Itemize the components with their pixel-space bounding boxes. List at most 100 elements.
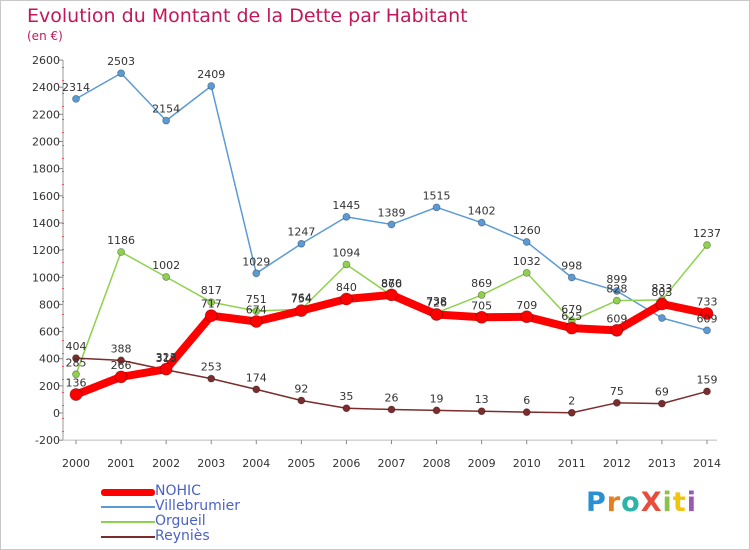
y-tick-label: 1000 <box>32 271 60 284</box>
data-point-nohic <box>520 310 534 324</box>
x-tick-label: 2009 <box>468 457 496 470</box>
data-point-villebrumier <box>207 82 216 90</box>
data-point-nohic <box>475 310 489 324</box>
data-point-nohic <box>249 315 263 328</box>
data-label-nohic: 323 <box>156 351 177 364</box>
x-tick-label: 2010 <box>513 457 541 470</box>
data-label-nohic: 609 <box>606 312 627 325</box>
brand-letter: o <box>621 487 641 518</box>
y-tick-label: 2400 <box>32 81 60 94</box>
y-tick-label: 400 <box>39 353 60 366</box>
x-tick-label: 2000 <box>62 457 90 470</box>
x-tick-label: 2008 <box>423 457 451 470</box>
data-point-villebrumier <box>477 218 486 227</box>
data-point-nohic <box>69 388 83 401</box>
data-point-villebrumier <box>387 220 396 229</box>
data-point-villebrumier <box>117 69 125 78</box>
legend-label-nohic: NOHIC <box>155 483 201 499</box>
data-point-nohic <box>204 309 218 323</box>
data-label-villebrumier: 998 <box>561 260 582 273</box>
data-label-reynis: 19 <box>430 392 444 405</box>
x-tick-label: 2005 <box>287 457 315 470</box>
y-tick-label: 2000 <box>32 136 60 149</box>
brand-letter: X <box>640 487 663 518</box>
x-tick-label: 2004 <box>242 457 270 470</box>
data-label-nohic: 717 <box>201 298 222 311</box>
legend-swatch-reynies <box>101 536 155 538</box>
data-label-villebrumier: 1402 <box>468 205 496 218</box>
data-label-villebrumier: 1515 <box>423 189 451 202</box>
data-label-nohic: 625 <box>561 310 582 323</box>
data-point-reynis <box>703 387 711 396</box>
data-point-nohic <box>294 304 308 318</box>
data-label-nohic: 803 <box>651 286 672 299</box>
brand-letter: i <box>686 487 697 518</box>
data-label-villebrumier: 1260 <box>513 224 541 237</box>
data-label-orgueil: 833 <box>651 282 672 295</box>
y-tick-label: 1600 <box>32 190 60 203</box>
legend-label-villebrumier: Villebrumier <box>155 498 240 514</box>
data-label-villebrumier: 2154 <box>152 103 180 116</box>
y-tick-label: -200 <box>35 434 60 447</box>
data-point-orgueil <box>522 269 531 277</box>
data-label-nohic: 840 <box>336 281 357 294</box>
legend-label-orgueil: Orgueil <box>155 513 206 529</box>
data-point-reynis <box>297 396 306 405</box>
data-label-nohic: 754 <box>291 293 312 306</box>
data-label-nohic: 870 <box>381 277 402 290</box>
data-label-nohic: 705 <box>471 299 492 312</box>
data-point-villebrumier <box>252 269 261 278</box>
data-label-nohic: 709 <box>516 299 537 312</box>
data-label-reynis: 174 <box>246 371 267 384</box>
data-point-reynis <box>477 407 486 416</box>
data-label-villebrumier: 609 <box>697 312 718 325</box>
y-tick-label: 200 <box>39 380 60 393</box>
data-label-reynis: 13 <box>475 393 489 406</box>
data-point-villebrumier <box>567 273 576 282</box>
data-label-orgueil: 1002 <box>152 259 180 272</box>
data-point-nohic <box>565 321 579 335</box>
data-label-orgueil: 866 <box>381 277 402 290</box>
data-label-nohic: 733 <box>697 295 718 308</box>
data-label-reynis: 92 <box>294 383 308 396</box>
data-label-reynis: 2 <box>568 395 575 408</box>
y-tick-label: 1400 <box>32 217 60 230</box>
data-label-reynis: 26 <box>385 391 399 404</box>
brand-letter: r <box>606 487 622 518</box>
data-label-reynis: 388 <box>111 342 132 355</box>
data-point-reynis <box>522 408 531 417</box>
data-point-reynis <box>117 356 125 365</box>
data-label-orgueil: 738 <box>426 295 447 308</box>
data-label-orgueil: 1094 <box>332 246 360 259</box>
y-tick-label: 2600 <box>32 54 60 67</box>
y-tick-label: 800 <box>39 298 60 311</box>
series-line-nohic <box>72 290 711 399</box>
data-point-nohic <box>385 288 398 302</box>
data-label-reynis: 69 <box>655 386 669 399</box>
x-tick-label: 2014 <box>693 457 721 470</box>
x-tick-label: 2001 <box>107 457 135 470</box>
brand-letter: t <box>672 487 687 518</box>
data-label-orgueil: 817 <box>201 284 222 297</box>
data-point-reynis <box>432 406 441 415</box>
brand-logo: ProXiti <box>586 487 697 518</box>
data-point-reynis <box>342 404 351 413</box>
data-point-villebrumier <box>612 287 621 295</box>
data-point-nohic <box>610 323 624 337</box>
data-point-villebrumier <box>297 239 306 248</box>
data-label-nohic: 726 <box>426 296 447 309</box>
data-point-orgueil <box>612 296 621 305</box>
y-tick-label: 2200 <box>32 108 60 121</box>
data-label-reynis: 253 <box>201 361 222 374</box>
data-label-orgueil: 869 <box>471 277 492 290</box>
data-label-villebrumier: 1445 <box>332 199 360 212</box>
data-label-orgueil: 285 <box>66 356 87 369</box>
data-point-villebrumier <box>522 238 531 246</box>
data-point-reynis <box>72 354 80 363</box>
y-unit-label: (en €) <box>27 29 63 43</box>
data-point-reynis <box>207 374 216 383</box>
x-tick-label: 2007 <box>378 457 406 470</box>
data-point-villebrumier <box>342 212 351 221</box>
